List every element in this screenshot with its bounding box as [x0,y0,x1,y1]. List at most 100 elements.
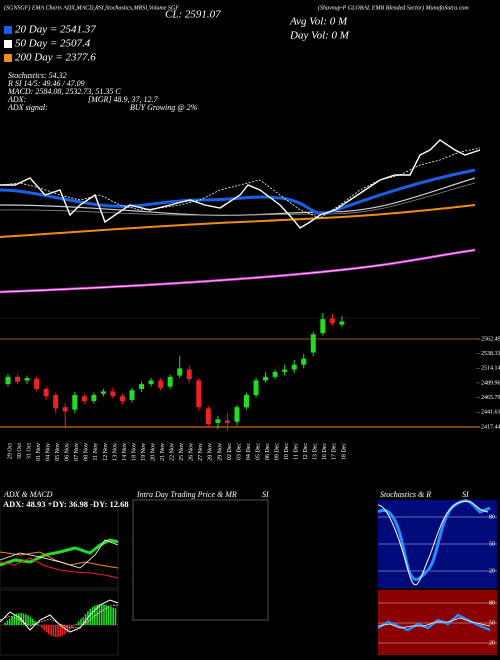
ema-200 [0,204,476,238]
macd-bar [61,625,64,636]
macd-bar [29,616,32,625]
indicator: MACD: 2584.08, 2532.73, 51.35 C [7,87,121,96]
ema-50b [0,182,476,216]
x-tick-label: 26 Nov [189,443,195,461]
x-tick-label: 16 Dec [322,443,328,460]
x-tick-label: 19 Nov [141,443,147,461]
x-tick-label: 05 Nov [55,443,61,461]
x-tick-label: 04 Nov [46,443,52,461]
y-tick-label: 2465.79 [481,395,500,401]
macd-bar [80,619,82,625]
panel-title-suffix: SI [262,490,269,499]
candle-body [119,396,125,402]
candle-body [263,376,269,381]
source: (Shavnup-P GLOBAL EMB Blended Sector) Mu… [318,4,469,11]
candle-body [139,384,145,389]
chart-title: (SGNSGF) EMA Charts ADX,MACD,RSI,Stochas… [4,4,179,11]
candle-body [291,364,297,370]
legend-label: 50 Day = 2507.4 [15,38,91,50]
macd-bar [91,607,94,625]
x-tick-label: 29 Oct [7,443,13,459]
candle-body [282,369,288,372]
x-tick-label: 07 Nov [74,443,80,461]
macd-bar [73,625,75,626]
y-tick-label: 2489.96 [481,380,500,386]
ema-20 [0,168,476,215]
macd-bar [36,623,39,625]
ema-long-core [0,249,476,293]
candle-body [339,321,345,325]
macd-bar [48,625,50,635]
x-tick-label: 18 Dec [341,443,347,460]
x-tick-label: 12 Nov [103,443,109,461]
macd-bar [96,604,98,625]
x-tick-label: 17 Dec [332,443,338,460]
legend-swatch [4,40,12,48]
adx-signal-value: BUY Growing @ 2% [130,103,198,112]
adx-value: [MGR] 48.9, 37, 12.7 [88,95,159,104]
x-tick-label: 18 Nov [131,443,137,461]
macd-bar [82,617,85,625]
day-vol: Day Vol: 0 M [289,30,350,42]
rsi-panel [378,590,497,655]
candle-body [186,369,192,380]
macd-bar [64,625,66,635]
x-tick-label: 28 Nov [208,443,214,461]
macd-bar [57,625,59,637]
macd-bar [110,606,112,625]
candle-body [129,390,135,400]
adx-signal-label: ADX signal: [7,103,48,112]
candle-body [244,395,249,408]
y-tick-label: 2514.14 [481,366,500,372]
candle-body [310,334,316,353]
adx-minus [0,557,119,579]
candle-body [43,388,49,397]
macd-bar [114,608,117,625]
macd-panel [0,589,119,656]
panel-title: ADX & MACD [3,490,53,499]
stoch-tick: 20 [489,568,495,574]
candle-body [224,420,230,423]
avg-vol: Avg Vol: 0 M [289,16,348,28]
x-tick-label: 09 Dec [274,443,280,460]
candle-body [158,380,164,388]
x-tick-label: 14 Nov [122,443,128,461]
y-tick-label: 2441.61 [481,410,500,416]
macd-bar [59,625,62,637]
indicator: Stochastics: 54.32 [8,71,67,80]
x-tick-label: 01 Nov [36,443,42,461]
candle-body [272,371,278,377]
close-label: CL: 2591.07 [165,9,221,21]
macd-bar [4,622,6,625]
macd-bar [66,625,68,633]
macd-bar [103,604,105,625]
x-tick-label: 13 Dec [313,443,319,460]
macd-bar [71,625,73,629]
stoch-tick: 80 [489,514,495,520]
macd-bar [75,623,78,625]
macd-bar [27,615,29,625]
x-tick-label: 22 Nov [170,443,176,461]
macd-signal [0,604,119,629]
indicator: R SI 14/5: 49.46 / 47.09 [7,79,85,88]
macd-bar [89,608,91,625]
macd-bar [54,625,57,637]
macd-bar [13,614,16,625]
macd-bar [8,618,11,625]
rsi-tick: 50 [489,620,495,626]
adx-panel [0,499,119,589]
x-tick-label: 10 Dec [284,443,290,460]
macd-bar [100,604,103,625]
rsi-line [377,613,491,632]
macd-line [0,599,119,633]
macd-bar [50,625,52,636]
x-tick-label: 12 Dec [303,443,309,460]
candle-body [81,396,87,402]
x-tick-label: 05 Dec [255,443,261,460]
candle-body [91,395,97,402]
x-tick-label: 03 Dec [236,443,242,460]
rsi-tick: 80 [489,600,495,606]
candle-body [62,407,68,412]
legend-swatch [4,54,12,62]
adx-label: ADX: [7,95,27,104]
